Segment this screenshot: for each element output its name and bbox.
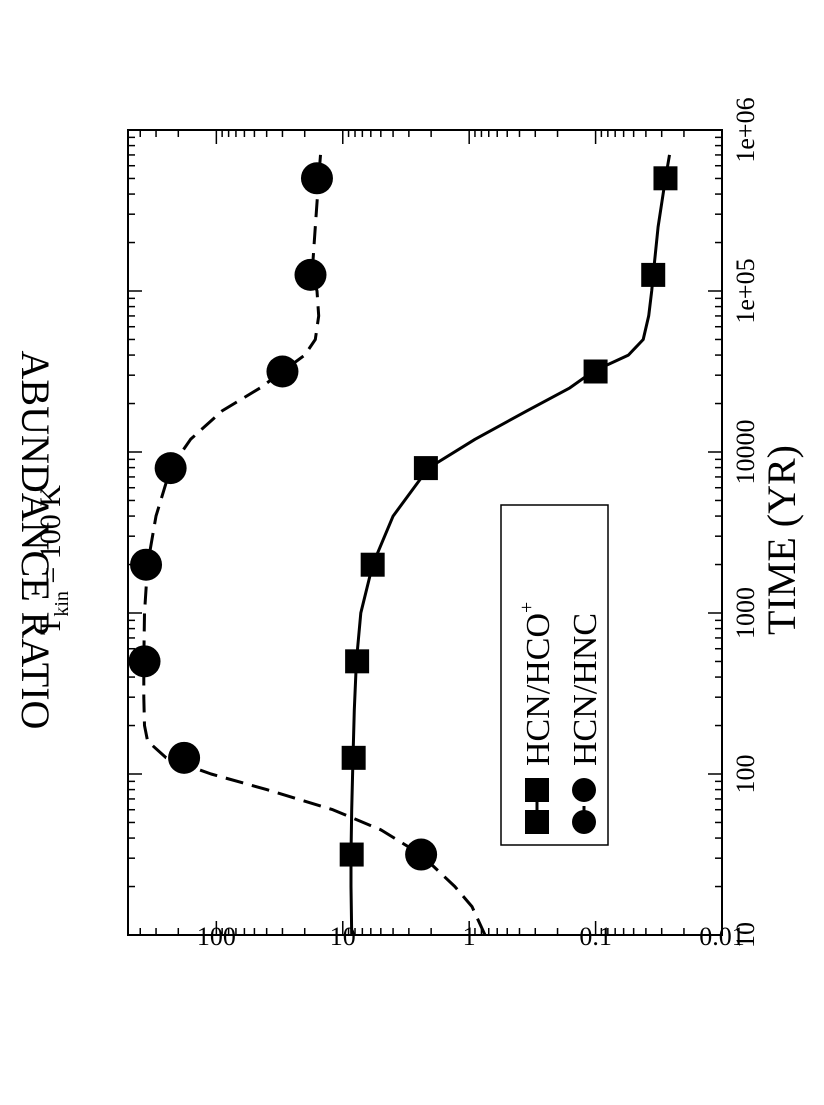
legend-label-superscript: + <box>516 602 538 613</box>
title-suffix: = 100 K <box>34 485 67 591</box>
legend-square-marker-left <box>525 810 549 834</box>
circle-marker <box>405 838 438 871</box>
y-tick-label: 1 <box>463 922 476 951</box>
legend-item-hcn-hco: HCN/HCO+ <box>516 602 557 834</box>
square-marker <box>360 552 385 577</box>
legend-circle-marker-right <box>572 778 596 802</box>
legend-label-hcn-hnc: HCN/HNC <box>567 613 604 766</box>
circle-marker <box>130 548 163 581</box>
y-tick-label: 0.1 <box>579 922 612 951</box>
circle-marker <box>128 645 161 678</box>
y-axis-label: ABUNDANCE RATIO <box>13 351 58 730</box>
legend-square-marker-right <box>525 778 549 802</box>
legend-label-hcn-hco: HCN/HCO <box>520 613 557 766</box>
x-tick-label: 1000 <box>731 587 760 639</box>
x-axis-label: TIME (YR) <box>759 445 804 635</box>
circle-marker <box>266 355 299 388</box>
circle-marker <box>300 162 333 195</box>
svg-text:HCN/HCO+: HCN/HCO+ <box>516 602 557 766</box>
square-marker <box>345 649 370 674</box>
square-marker <box>413 456 438 481</box>
circle-marker <box>154 452 187 485</box>
square-marker <box>641 262 666 287</box>
square-marker <box>653 166 678 191</box>
y-tick-label: 100 <box>197 922 236 951</box>
legend-box <box>500 504 609 846</box>
series-markers <box>128 162 678 871</box>
square-marker <box>341 745 366 770</box>
plot-frame <box>127 129 723 936</box>
svg-text:Tkin = 100 K: Tkin = 100 K <box>34 485 73 635</box>
circle-marker <box>294 258 327 291</box>
circle-marker <box>168 741 201 774</box>
square-marker <box>583 359 608 384</box>
title-prefix: T <box>34 617 67 635</box>
x-tick-label: 1e+06 <box>731 97 760 162</box>
x-tick-label: 1e+05 <box>731 258 760 323</box>
title-subscript: kin <box>51 591 73 617</box>
y-tick-label: 0.01 <box>699 922 745 951</box>
legend-circle-marker-left <box>572 810 596 834</box>
chart-title: Tkin = 100 K <box>34 485 73 635</box>
x-tick-label: 10000 <box>731 420 760 485</box>
x-tick-label: 10 <box>731 922 760 948</box>
square-marker <box>339 842 364 867</box>
x-tick-label: 100 <box>731 755 760 794</box>
legend-item-hcn-hnc: HCN/HNC <box>567 613 604 834</box>
legend: HCN/HCO+ HCN/HNC <box>500 504 609 846</box>
tick-marks <box>127 130 723 936</box>
